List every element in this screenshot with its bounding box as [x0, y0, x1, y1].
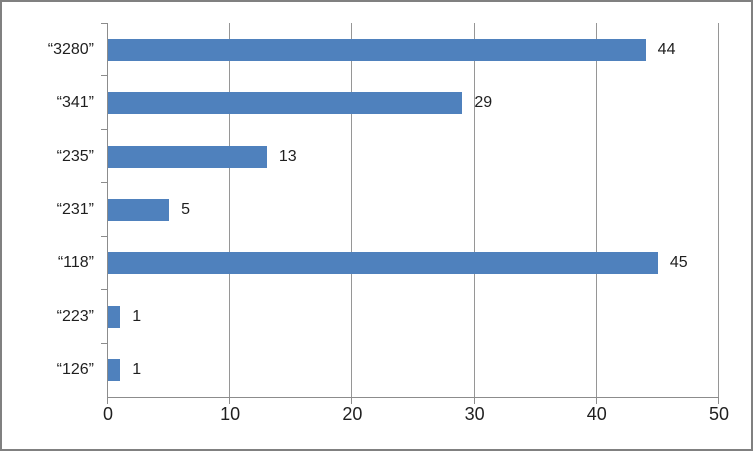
y-axis-tick [101, 75, 107, 76]
x-axis-tick [107, 398, 108, 404]
y-axis-tick [101, 236, 107, 237]
x-axis-tick-label: 0 [102, 404, 114, 424]
category-label: “235” [56, 147, 94, 165]
category-label: “126” [56, 361, 94, 379]
bar-value-label: 29 [474, 94, 493, 112]
gridline [595, 23, 597, 397]
x-axis-tick-label: 30 [464, 404, 485, 424]
category-label: “341” [56, 94, 94, 112]
bar-value-label: 1 [132, 307, 142, 325]
x-axis-tick [351, 398, 353, 404]
x-axis-tick [718, 398, 719, 404]
y-axis-tick [101, 182, 107, 183]
bar [108, 92, 463, 115]
x-axis-tick [595, 398, 597, 404]
x-axis-tick-label: 10 [220, 404, 241, 424]
category-label: “118” [57, 254, 94, 272]
gridline [473, 23, 475, 397]
x-axis-tick-label: 50 [708, 404, 730, 424]
bar [108, 359, 121, 382]
bar [108, 145, 267, 168]
bar-value-label: 1 [132, 361, 142, 379]
x-axis-tick [473, 398, 475, 404]
plot-area: 44 29 13 5 45 1 1 [101, 23, 719, 404]
y-axis-tick [101, 289, 107, 290]
bar [108, 199, 170, 221]
x-axis-tick-label: 40 [586, 404, 607, 424]
gridline [718, 23, 719, 397]
bar-value-label: 45 [669, 254, 688, 272]
y-axis-tick [101, 129, 107, 130]
gridline [351, 23, 353, 397]
category-axis-labels: “3280” “341” “235” “231” “118” “223” “126” [2, 23, 94, 397]
y-axis-tick [101, 343, 107, 344]
gridline [229, 23, 231, 397]
x-axis-tick [229, 398, 231, 404]
bar-value-label: 13 [278, 147, 297, 165]
category-label: “3280” [47, 40, 94, 58]
bar [108, 38, 646, 61]
bar [108, 305, 121, 328]
bar [108, 252, 658, 275]
category-label: “223” [56, 307, 94, 325]
x-axis-tick-label: 20 [342, 404, 363, 424]
y-axis-tick [101, 23, 107, 24]
bar-value-label: 5 [181, 200, 190, 218]
category-label: “231” [56, 200, 94, 218]
bar-value-label: 44 [657, 40, 676, 58]
